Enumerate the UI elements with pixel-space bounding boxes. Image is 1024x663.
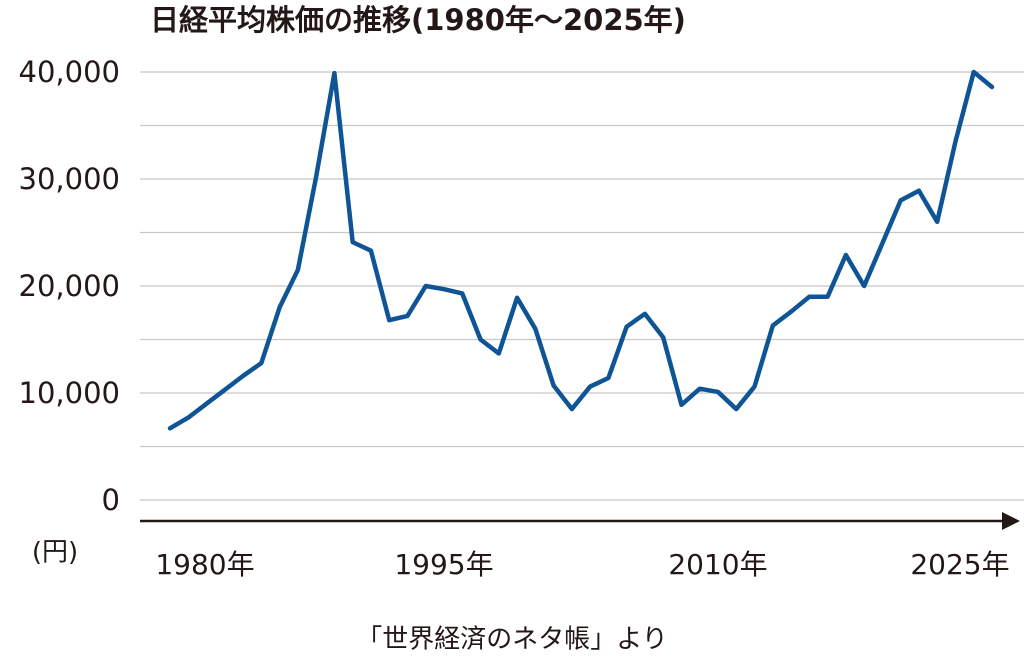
x-tick-label: 1980年 — [155, 548, 254, 581]
y-tick-label: 20,000 — [19, 269, 120, 303]
y-tick-label: 0 — [102, 483, 120, 517]
y-tick-label: 10,000 — [19, 376, 120, 410]
x-tick-label: 2010年 — [668, 548, 767, 581]
data-line — [167, 69, 995, 431]
y-tick-label: 30,000 — [19, 162, 120, 196]
chart-title: 日経平均株価の推移(1980年～2025年) — [150, 3, 686, 37]
x-axis-arrow — [1002, 512, 1020, 530]
x-tick-label: 1995年 — [394, 548, 493, 581]
source-note: 「世界経済のネタ帳」より — [356, 625, 667, 655]
x-tick-label: 2025年 — [910, 548, 1009, 581]
y-tick-label: 40,000 — [19, 55, 120, 89]
y-axis-unit: (円) — [32, 538, 78, 568]
